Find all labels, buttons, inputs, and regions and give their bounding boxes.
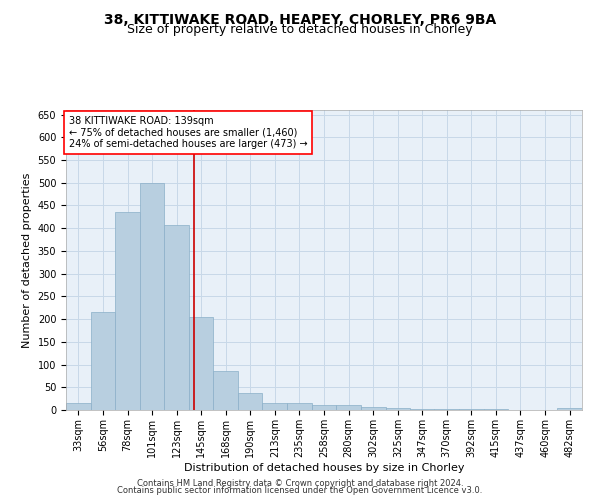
- Bar: [484, 409, 508, 410]
- Text: 38 KITTIWAKE ROAD: 139sqm
← 75% of detached houses are smaller (1,460)
24% of se: 38 KITTIWAKE ROAD: 139sqm ← 75% of detac…: [68, 116, 307, 149]
- Text: Contains public sector information licensed under the Open Government Licence v3: Contains public sector information licen…: [118, 486, 482, 495]
- Bar: [361, 408, 386, 410]
- Bar: [140, 182, 164, 410]
- Bar: [557, 408, 582, 410]
- Bar: [213, 372, 238, 410]
- Y-axis label: Number of detached properties: Number of detached properties: [22, 172, 32, 348]
- Bar: [311, 404, 337, 410]
- Text: 38, KITTIWAKE ROAD, HEAPEY, CHORLEY, PR6 9BA: 38, KITTIWAKE ROAD, HEAPEY, CHORLEY, PR6…: [104, 12, 496, 26]
- Bar: [188, 317, 213, 410]
- Bar: [66, 403, 91, 410]
- X-axis label: Distribution of detached houses by size in Chorley: Distribution of detached houses by size …: [184, 462, 464, 472]
- Bar: [287, 403, 311, 410]
- Bar: [115, 212, 140, 410]
- Bar: [386, 408, 410, 410]
- Bar: [262, 403, 287, 410]
- Bar: [238, 392, 262, 410]
- Bar: [410, 408, 434, 410]
- Bar: [434, 409, 459, 410]
- Bar: [164, 224, 188, 410]
- Bar: [337, 406, 361, 410]
- Bar: [91, 312, 115, 410]
- Text: Contains HM Land Registry data © Crown copyright and database right 2024.: Contains HM Land Registry data © Crown c…: [137, 478, 463, 488]
- Bar: [459, 409, 484, 410]
- Text: Size of property relative to detached houses in Chorley: Size of property relative to detached ho…: [127, 22, 473, 36]
